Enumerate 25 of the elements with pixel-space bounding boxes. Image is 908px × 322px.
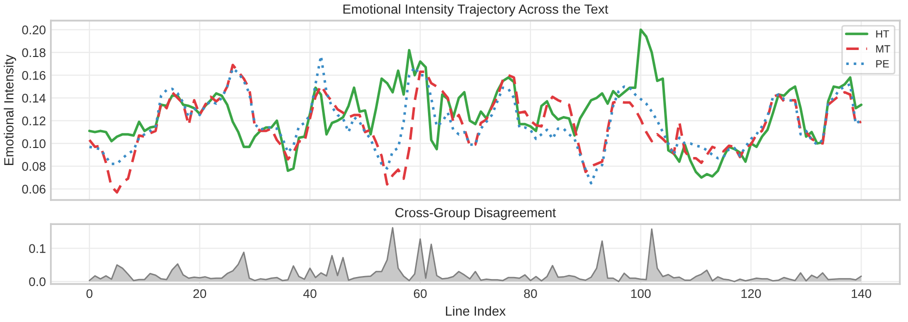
x-tick-label: 80 (524, 289, 537, 298)
x-axis-title: Line Index (446, 306, 506, 316)
y-tick-label: 0.16 (22, 71, 46, 80)
y-tick-label: 0.08 (22, 162, 46, 171)
y-tick-label: 0.20 (22, 26, 46, 34)
y-tick-label: 0.0 (29, 277, 46, 286)
y-tick-label: 0.1 (29, 244, 46, 253)
y-tick-label: 0.18 (22, 48, 46, 58)
y-tick-label: 0.10 (22, 139, 46, 148)
x-tick-label: 100 (631, 289, 651, 298)
chart-title: Cross-Group Disagreement (395, 208, 556, 220)
y-tick-label: 0.12 (22, 116, 46, 126)
x-tick-label: 60 (414, 289, 427, 298)
chart-title: Emotional Intensity Trajectory Across the Text (343, 4, 608, 16)
x-tick-label: 0 (86, 289, 92, 298)
x-tick-label: 20 (193, 289, 206, 298)
y-axis-title: Emotional Intensity (4, 54, 16, 165)
x-tick-label: 140 (852, 289, 872, 298)
legend-label: PE (876, 60, 889, 68)
y-tick-label: 0.06 (22, 184, 46, 194)
x-tick-label: 120 (742, 289, 761, 298)
x-tick-label: 40 (303, 289, 316, 298)
legend-label: HT (876, 30, 890, 38)
y-tick-label: 0.14 (22, 94, 46, 103)
legend-label: MT (876, 45, 890, 52)
